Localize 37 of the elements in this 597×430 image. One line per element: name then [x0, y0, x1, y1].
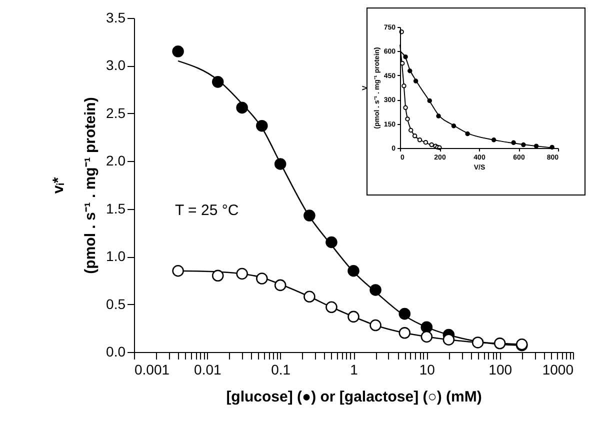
point [429, 142, 434, 148]
point [405, 116, 410, 122]
point [403, 54, 408, 60]
point [412, 134, 418, 138]
point [427, 98, 432, 104]
point [465, 131, 470, 136]
point [423, 140, 428, 145]
point [511, 140, 516, 146]
x-tick-label: 0.01 [194, 362, 222, 378]
point [402, 84, 406, 88]
x-tick-label: 100 [488, 362, 512, 378]
point [534, 144, 539, 148]
point [408, 68, 412, 74]
y-tick-label: 0.0 [106, 344, 126, 360]
annotation: T = 25 °C [175, 202, 239, 219]
y-tick-label: 2.5 [106, 104, 126, 121]
y-tick-label: 0.5 [106, 296, 126, 312]
y-axis-title: vᵢ* (pmol . s⁻¹ . mg⁻¹ protein) [50, 97, 100, 274]
y-tick-label: 1.0 [106, 248, 126, 264]
point [417, 138, 422, 142]
x-tick-label: 10 [419, 362, 436, 378]
x-tick-label: 1000 [542, 362, 574, 378]
point [451, 124, 456, 128]
x-tick-label: 1 [350, 362, 358, 378]
x-tick-label: 0.001 [134, 362, 170, 378]
point [436, 114, 441, 118]
point [521, 142, 526, 148]
y-tick-label: 2.0 [106, 152, 126, 169]
point [403, 105, 408, 110]
y-tick-label: 3.5 [106, 10, 126, 26]
y-tick-label: 3.0 [106, 57, 126, 74]
point [408, 128, 414, 133]
x-tick-label: 0.1 [271, 362, 291, 378]
point [491, 138, 496, 142]
y-tick-label: 1.5 [106, 200, 126, 216]
point [413, 78, 418, 84]
x-axis-title: [glucose] (●) or [galactose] (○) (mM) [226, 388, 482, 406]
